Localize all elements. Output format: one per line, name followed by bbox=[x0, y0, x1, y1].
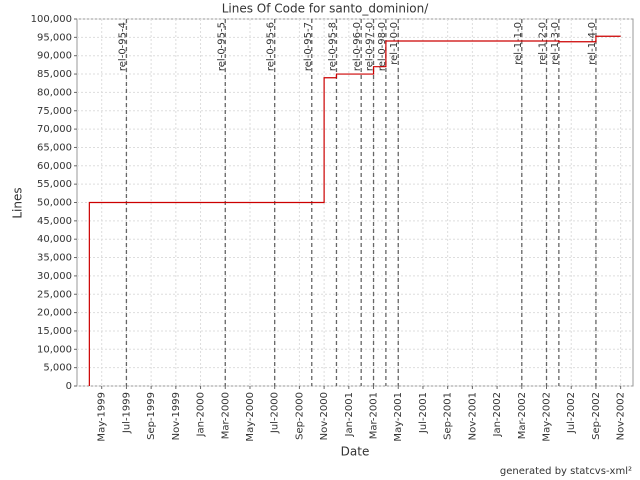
y-axis-label: Lines bbox=[11, 187, 25, 218]
x-tick-label: Jan-2002 bbox=[492, 392, 503, 437]
release-label: rel-0-95-5 bbox=[216, 22, 227, 71]
y-tick-label: 40,000 bbox=[37, 234, 72, 245]
x-tick-label: Mar-2002 bbox=[517, 392, 528, 439]
y-tick-label: 30,000 bbox=[37, 271, 72, 282]
x-tick-label: Jul-1999 bbox=[121, 392, 132, 434]
release-label: rel-0-95-8 bbox=[327, 22, 338, 71]
y-tick-label: 10,000 bbox=[37, 344, 72, 355]
x-tick-label: May-2001 bbox=[393, 392, 404, 442]
x-tick-label: Jan-2000 bbox=[196, 392, 207, 437]
x-tick-label: Mar-2001 bbox=[369, 392, 380, 439]
y-tick-label: 25,000 bbox=[37, 289, 72, 300]
y-tick-label: 60,000 bbox=[37, 161, 72, 172]
x-tick-label: Nov-2000 bbox=[319, 392, 330, 440]
x-tick-label: Jan-2001 bbox=[344, 392, 355, 437]
x-tick-label: Sep-2000 bbox=[294, 392, 305, 440]
x-tick-label: Sep-2002 bbox=[591, 392, 602, 440]
y-tick-label: 45,000 bbox=[37, 216, 72, 227]
x-tick-label: Jul-2000 bbox=[270, 392, 281, 434]
x-tick-label: Jul-2001 bbox=[418, 392, 429, 434]
chart-title: Lines Of Code for santo_dominion/ bbox=[222, 2, 430, 16]
data-line bbox=[88, 35, 621, 386]
release-label: rel-0-95-6 bbox=[266, 22, 277, 71]
release-label: rel-0-95-7 bbox=[303, 22, 314, 71]
release-label: rel-1-3-0 bbox=[550, 22, 561, 65]
release-label: rel-1-0-0 bbox=[389, 22, 400, 65]
x-tick-label: May-1999 bbox=[97, 392, 108, 442]
x-tick-label: May-2002 bbox=[542, 392, 553, 442]
x-tick-label: Nov-2001 bbox=[467, 392, 478, 440]
release-label: rel-0-96-0 bbox=[352, 22, 363, 71]
release-label: rel-0-95-4 bbox=[117, 22, 128, 71]
y-tick-label: 20,000 bbox=[37, 308, 72, 319]
x-tick-label: Sep-1999 bbox=[146, 392, 157, 440]
footer: generated by statcvs-xml² bbox=[500, 466, 632, 477]
release-label: rel-0-98-0 bbox=[377, 22, 388, 71]
y-tick-label: 0 bbox=[66, 381, 72, 392]
release-label: rel-0-97-0 bbox=[365, 22, 376, 71]
release-label: rel-1-4-0 bbox=[587, 22, 598, 65]
x-tick-label: Mar-2000 bbox=[220, 392, 231, 439]
y-tick-label: 80,000 bbox=[37, 87, 72, 98]
release-label: rel-1-1-0 bbox=[513, 22, 524, 65]
y-tick-label: 100,000 bbox=[31, 14, 72, 25]
release-label: rel-1-2-0 bbox=[538, 22, 549, 65]
x-tick-label: May-2000 bbox=[245, 392, 256, 442]
x-tick-label: Sep-2001 bbox=[443, 392, 454, 440]
y-tick-label: 50,000 bbox=[37, 198, 72, 209]
x-tick-label: Nov-1999 bbox=[171, 392, 182, 440]
y-tick-label: 85,000 bbox=[37, 69, 72, 80]
y-tick-label: 75,000 bbox=[37, 106, 72, 117]
x-tick-label: Nov-2002 bbox=[616, 392, 627, 440]
y-tick-label: 35,000 bbox=[37, 253, 72, 264]
y-tick-label: 95,000 bbox=[37, 32, 72, 43]
y-tick-label: 65,000 bbox=[37, 142, 72, 153]
y-tick-label: 70,000 bbox=[37, 124, 72, 135]
y-tick-label: 90,000 bbox=[37, 51, 72, 62]
x-tick-label: Jul-2002 bbox=[566, 392, 577, 434]
x-axis-label: Date bbox=[341, 445, 370, 459]
y-tick-label: 15,000 bbox=[37, 326, 72, 337]
y-tick-label: 5,000 bbox=[43, 363, 72, 374]
y-tick-label: 55,000 bbox=[37, 179, 72, 190]
